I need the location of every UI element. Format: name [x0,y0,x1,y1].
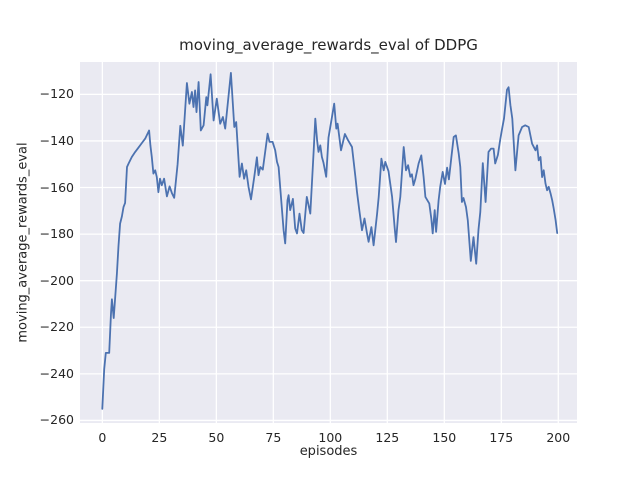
plot-area [80,62,577,423]
x-tick-label: 25 [151,430,168,445]
y-axis-label: moving_average_rewards_eval [15,142,31,343]
y-tick-label: −200 [39,272,74,288]
y-tick-label: −220 [39,319,74,335]
x-tick-label: 175 [489,430,514,445]
y-tick-label: −140 [39,132,74,148]
y-tick-label: −120 [39,86,74,102]
x-tick-label: 75 [265,430,282,445]
y-tick-label: −240 [39,365,74,381]
y-tick-label: −260 [39,412,74,428]
line-chart-canvas [80,62,577,423]
data-line-moving_average_rewards_eval [101,71,559,410]
x-axis-label: episodes [299,444,358,459]
x-tick-label: 100 [318,430,343,445]
y-tick-label: −180 [39,226,74,242]
x-tick-label: 150 [432,430,457,445]
y-tick-label: −160 [39,179,74,195]
x-tick-label: 125 [375,430,400,445]
x-tick-label: 50 [208,430,225,445]
x-tick-label: 0 [98,430,107,445]
chart-title: moving_average_rewards_eval of DDPG [179,36,478,54]
x-tick-label: 200 [546,430,571,445]
